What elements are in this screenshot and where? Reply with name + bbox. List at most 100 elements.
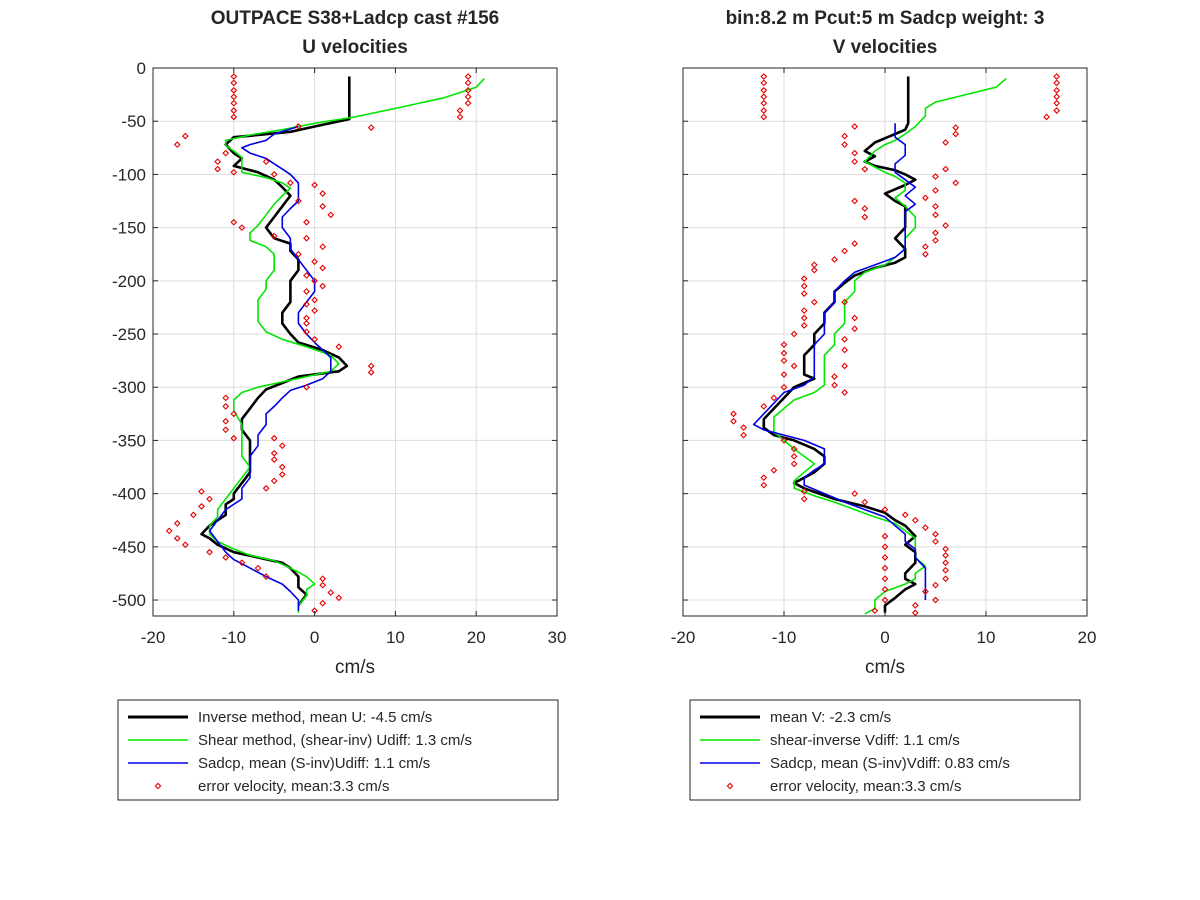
error-velocity-marker <box>198 488 205 495</box>
error-velocity-marker <box>932 173 939 180</box>
error-velocity-marker <box>851 123 859 130</box>
error-velocity-marker <box>222 417 230 425</box>
error-velocity-marker <box>841 141 848 148</box>
x-axis-label: cm/s <box>865 657 905 678</box>
error-velocity-marker <box>760 93 768 101</box>
legend-entry: error velocity, mean:3.3 cm/s <box>198 778 389 795</box>
error-velocity-marker <box>851 490 859 498</box>
error-velocity-marker <box>230 434 238 442</box>
error-velocity-marker <box>851 325 859 333</box>
error-velocity-marker <box>303 218 310 226</box>
error-velocity-marker <box>367 124 375 131</box>
x-tick-label: 10 <box>386 628 405 647</box>
legend: Inverse method, mean U: -4.5 cm/s Shear m… <box>117 699 559 801</box>
error-velocity-marker <box>319 599 327 607</box>
error-velocity-marker <box>181 132 189 140</box>
error-velocity-marker <box>173 534 181 542</box>
error-velocity-marker <box>222 394 230 402</box>
error-velocity-marker <box>222 426 230 434</box>
u-velocity-panel: -20 -10 0 10 20 300-50-100-150-200-250-300-35… <box>112 8 566 801</box>
error-velocity-marker <box>456 113 464 121</box>
error-velocity-marker <box>464 79 472 87</box>
error-velocity-marker <box>760 99 768 107</box>
error-velocity-marker <box>303 300 310 308</box>
error-velocity-marker <box>1043 113 1050 121</box>
error-velocity-marker <box>1053 107 1061 114</box>
error-velocity-marker <box>278 471 286 478</box>
error-velocity-marker <box>932 596 939 604</box>
axes-box <box>152 67 558 617</box>
error-velocity-marker <box>841 362 848 370</box>
error-velocity-marker <box>881 575 889 583</box>
error-velocity-marker <box>942 566 949 574</box>
error-velocity-marker <box>303 272 310 279</box>
error-velocity-marker <box>214 165 222 173</box>
error-velocity-marker <box>1053 79 1061 87</box>
error-velocity-marker <box>319 264 327 272</box>
error-velocity-marker <box>319 190 327 197</box>
error-velocity-marker <box>800 495 808 503</box>
error-velocity-marker <box>464 86 472 94</box>
error-velocity-marker <box>760 73 768 80</box>
error-velocity-marker <box>952 130 960 138</box>
error-velocity-marker <box>238 559 246 567</box>
error-velocity-marker <box>740 431 747 439</box>
error-velocity-marker <box>303 288 310 295</box>
error-velocity-marker <box>262 158 270 166</box>
error-velocity-marker <box>800 322 808 329</box>
error-velocity-marker <box>181 541 189 549</box>
error-velocity-marker <box>780 371 788 378</box>
y-tick-label: -350 <box>112 431 146 450</box>
error-velocity-marker <box>278 442 286 450</box>
legend-entry: Shear method, (shear-inv) Udiff: 1.3 cm/… <box>198 732 472 749</box>
error-velocity-marker <box>262 484 270 492</box>
error-velocity-marker <box>911 601 919 609</box>
legend-entry: error velocity, mean:3.3 cm/s <box>770 778 961 795</box>
error-velocity-marker <box>942 551 949 559</box>
error-velocity-marker <box>335 343 343 351</box>
error-velocity-marker <box>760 474 768 482</box>
error-velocity-marker <box>319 581 327 589</box>
error-velocity-marker <box>800 282 808 290</box>
error-velocity-marker <box>810 298 818 306</box>
v-velocity-panel: -20 -10 0 10 20 bin:8.2 m Pcut:5 m Sadcp weig… <box>671 8 1096 801</box>
series-line-1 <box>208 78 485 613</box>
error-velocity-marker <box>760 113 768 121</box>
error-velocity-marker <box>760 107 768 114</box>
error-velocity-marker <box>278 463 286 471</box>
error-velocity-marker <box>932 530 939 538</box>
error-velocity-marker <box>922 588 929 595</box>
error-velocity-marker <box>760 481 768 489</box>
error-velocity-marker <box>464 93 472 101</box>
error-velocity-marker <box>861 498 869 506</box>
error-velocity-marker <box>311 296 318 304</box>
error-velocity-marker <box>730 417 737 425</box>
error-velocity-marker <box>760 79 768 87</box>
error-velocity-marker <box>922 524 929 532</box>
error-velocity-marker <box>861 213 869 221</box>
error-velocity-marker <box>262 573 270 581</box>
error-velocity-marker <box>270 434 278 442</box>
legend-swatch-marker <box>154 782 162 790</box>
error-velocity-marker <box>230 99 238 107</box>
error-velocity-marker <box>230 73 238 80</box>
error-velocity-marker <box>810 266 818 274</box>
error-velocity-marker <box>851 149 859 157</box>
error-velocity-marker <box>780 341 788 349</box>
error-velocity-marker <box>932 186 939 194</box>
error-velocity-marker <box>871 607 879 615</box>
error-velocity-marker <box>270 449 278 457</box>
error-velocity-marker <box>327 589 335 596</box>
error-velocity-marker <box>1053 73 1061 80</box>
error-velocity-marker <box>831 256 838 263</box>
error-velocity-marker <box>319 243 327 251</box>
legend: mean V: -2.3 cm/s shear-inverse Vdiff: 1.… <box>689 699 1081 801</box>
error-velocity-marker <box>851 197 859 205</box>
series-line-0 <box>762 76 917 613</box>
error-velocity-marker <box>922 250 929 258</box>
error-velocity-marker <box>881 564 889 572</box>
legend-swatch-marker <box>726 782 734 790</box>
error-velocity-marker <box>851 314 859 322</box>
error-velocity-marker <box>760 402 768 410</box>
